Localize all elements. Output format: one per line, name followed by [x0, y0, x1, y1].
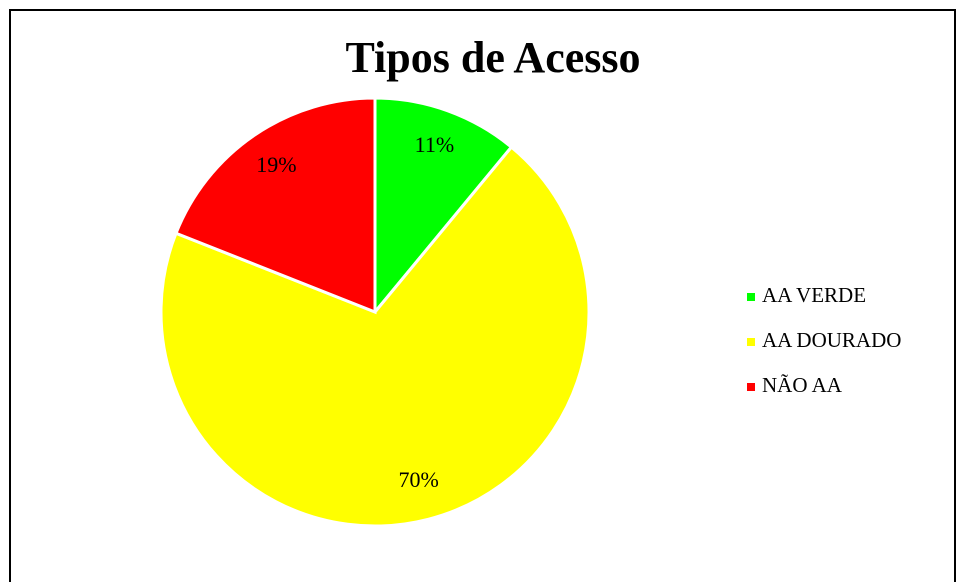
legend-swatch	[747, 293, 755, 301]
legend-swatch	[747, 338, 755, 346]
pie-slice	[174, 96, 377, 315]
data-label: 19%	[256, 152, 296, 177]
chart-title: Tipos de Acesso	[345, 33, 640, 82]
legend-label: AA VERDE	[762, 283, 866, 307]
pie-slice	[159, 144, 591, 528]
pie-slice	[373, 96, 514, 317]
pie: 11% 70% 19%	[159, 96, 591, 528]
data-label: 11%	[415, 132, 455, 157]
chart-border	[9, 9, 956, 582]
legend: AA VERDE AA DOURADO NÃO AA	[747, 283, 901, 397]
legend-label: NÃO AA	[762, 373, 843, 397]
data-label: 70%	[398, 467, 438, 492]
legend-label: AA DOURADO	[762, 328, 901, 352]
legend-swatch	[747, 383, 755, 391]
